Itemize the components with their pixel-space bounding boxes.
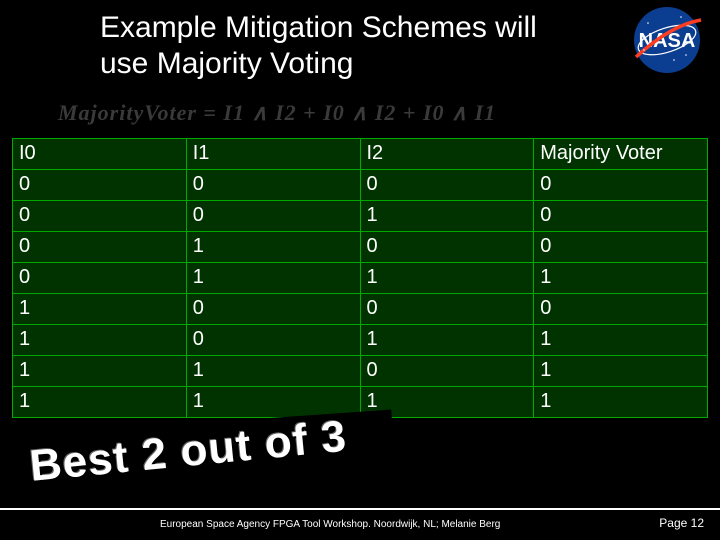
col-header: I2: [360, 139, 534, 170]
table-cell: 0: [534, 232, 708, 263]
table-cell: 0: [186, 325, 360, 356]
col-header: Majority Voter: [534, 139, 708, 170]
table-row: 1101: [13, 356, 708, 387]
table-cell: 0: [186, 201, 360, 232]
table-row: 0111: [13, 263, 708, 294]
table-row: 1000: [13, 294, 708, 325]
table-cell: 1: [13, 325, 187, 356]
table-cell: 0: [13, 232, 187, 263]
table-cell: 1: [360, 201, 534, 232]
table-cell: 1: [360, 325, 534, 356]
col-header: I0: [13, 139, 187, 170]
table-row: 1011: [13, 325, 708, 356]
table-cell: 0: [360, 356, 534, 387]
table-cell: 0: [360, 232, 534, 263]
page-number: Page 12: [659, 516, 704, 530]
table-cell: 1: [13, 387, 187, 418]
table-row: 0010: [13, 201, 708, 232]
equation-text: MajorityVoter = I1 ∧ I2 + I0 ∧ I2 + I0 ∧…: [58, 100, 496, 126]
callout-wrap: Best 2 out of 3: [30, 442, 348, 492]
slide-title: Example Mitigation Schemes will use Majo…: [100, 10, 540, 82]
table-cell: 1: [534, 356, 708, 387]
table-cell: 1: [534, 325, 708, 356]
table-row: 0000: [13, 170, 708, 201]
col-header: I1: [186, 139, 360, 170]
table-cell: 1: [13, 356, 187, 387]
table-cell: 0: [534, 201, 708, 232]
table-cell: 1: [360, 263, 534, 294]
table-cell: 1: [186, 356, 360, 387]
table-cell: 0: [186, 170, 360, 201]
table-cell: 1: [186, 232, 360, 263]
table-cell: 1: [13, 294, 187, 325]
footer-divider: [0, 508, 720, 510]
table-cell: 0: [13, 263, 187, 294]
table-cell: 1: [534, 263, 708, 294]
table-row: 0100: [13, 232, 708, 263]
table-cell: 0: [360, 170, 534, 201]
table-cell: 1: [186, 263, 360, 294]
table-cell: 0: [13, 201, 187, 232]
footer-text: European Space Agency FPGA Tool Workshop…: [160, 519, 500, 530]
truth-table: I0I1I2Majority Voter 0000001001000111100…: [12, 138, 708, 418]
table-cell: 0: [186, 294, 360, 325]
table-cell: 1: [534, 387, 708, 418]
table-cell: 0: [13, 170, 187, 201]
nasa-logo-icon: NASA: [626, 5, 708, 75]
table-cell: 0: [360, 294, 534, 325]
table-cell: 0: [534, 170, 708, 201]
table-cell: 0: [534, 294, 708, 325]
